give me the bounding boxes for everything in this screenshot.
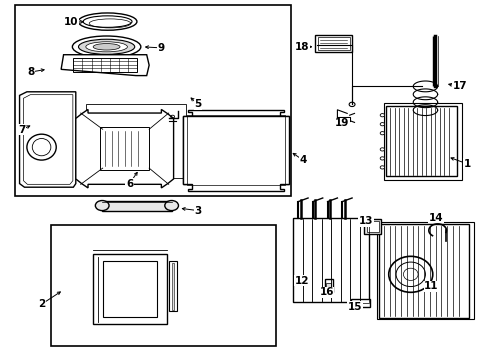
Ellipse shape xyxy=(380,157,384,160)
Ellipse shape xyxy=(388,256,432,292)
Text: 1: 1 xyxy=(463,159,469,169)
Bar xyxy=(350,299,369,307)
Ellipse shape xyxy=(93,44,120,50)
Text: 6: 6 xyxy=(126,179,133,189)
Bar xyxy=(102,261,157,317)
Bar xyxy=(187,115,284,185)
Text: 8: 8 xyxy=(27,67,34,77)
Text: 7: 7 xyxy=(18,125,26,135)
Bar xyxy=(317,37,349,50)
Ellipse shape xyxy=(380,148,384,151)
Polygon shape xyxy=(102,201,171,211)
Polygon shape xyxy=(183,110,288,184)
Text: 11: 11 xyxy=(423,281,438,291)
Text: 5: 5 xyxy=(194,99,201,109)
Ellipse shape xyxy=(380,122,384,126)
Text: 15: 15 xyxy=(347,302,362,312)
Ellipse shape xyxy=(72,36,141,58)
Text: 10: 10 xyxy=(63,17,78,27)
Ellipse shape xyxy=(86,42,127,52)
Bar xyxy=(73,58,137,72)
Text: 16: 16 xyxy=(319,287,333,297)
Polygon shape xyxy=(20,92,76,187)
Bar xyxy=(51,225,276,346)
Bar xyxy=(386,106,456,176)
Bar xyxy=(325,283,330,291)
Text: 4: 4 xyxy=(299,155,306,165)
Bar xyxy=(171,263,174,310)
Text: 13: 13 xyxy=(358,216,372,226)
Polygon shape xyxy=(183,116,288,191)
Ellipse shape xyxy=(78,13,137,30)
Text: 3: 3 xyxy=(194,206,201,216)
Ellipse shape xyxy=(348,102,354,107)
Bar xyxy=(366,221,378,232)
Text: 14: 14 xyxy=(428,213,443,223)
Ellipse shape xyxy=(95,201,109,211)
Ellipse shape xyxy=(78,39,134,54)
Polygon shape xyxy=(85,104,185,178)
Bar xyxy=(364,219,381,234)
Ellipse shape xyxy=(27,134,56,160)
Bar xyxy=(100,127,149,170)
Polygon shape xyxy=(76,109,173,188)
Polygon shape xyxy=(61,55,149,76)
Bar xyxy=(324,279,332,292)
Bar xyxy=(169,261,176,311)
Bar xyxy=(15,5,290,196)
Text: 9: 9 xyxy=(158,43,164,53)
Ellipse shape xyxy=(380,113,384,117)
Ellipse shape xyxy=(380,166,384,169)
Ellipse shape xyxy=(380,131,384,135)
Bar xyxy=(376,222,473,319)
Bar xyxy=(315,35,351,52)
Text: 19: 19 xyxy=(334,118,349,128)
Bar xyxy=(293,218,368,302)
Text: 2: 2 xyxy=(38,299,45,309)
Text: 17: 17 xyxy=(451,81,466,91)
Bar xyxy=(383,103,461,180)
Bar xyxy=(93,254,166,324)
Bar xyxy=(378,224,468,318)
Text: 18: 18 xyxy=(294,42,309,52)
Text: 12: 12 xyxy=(294,276,309,286)
Ellipse shape xyxy=(164,201,178,211)
